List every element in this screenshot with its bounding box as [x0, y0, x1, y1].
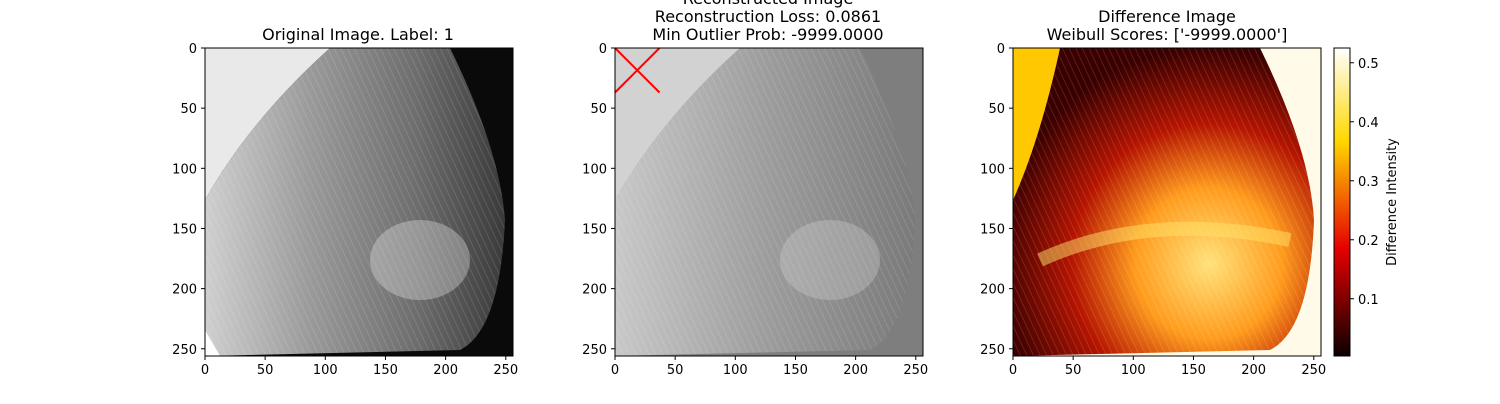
x-tick-label: 100	[1121, 363, 1146, 378]
y-tick-label: 200	[980, 283, 1005, 298]
title-line: Difference Image	[1098, 7, 1236, 26]
y-axis-ticks-2: 0 50 100 150 200 250	[582, 42, 615, 358]
y-tick-label: 50	[180, 102, 197, 117]
colorbar-tick-label: 0.2	[1358, 234, 1379, 249]
x-axis-ticks-1: 0 50 100 150 200 250	[201, 356, 518, 378]
original-image	[205, 48, 513, 356]
title-line: Reconstruction Loss: 0.0861	[655, 7, 881, 26]
y-tick-label: 150	[980, 222, 1005, 237]
title-line: Original Image. Label: 1	[262, 25, 454, 44]
marker-stroke	[614, 47, 661, 94]
y-tick-label: 0	[997, 42, 1005, 57]
title-line: Min Outlier Prob: -9999.0000	[652, 25, 883, 44]
colorbar-tick-label: 0.1	[1358, 293, 1379, 308]
x-tick-label: 250	[903, 363, 928, 378]
axes-frame	[1012, 47, 1322, 357]
y-tick-label: 250	[980, 343, 1005, 358]
panel-original: Original Image. Label: 1 0 50 100 150 200 250…	[172, 25, 518, 378]
y-tick-label: 50	[590, 102, 607, 117]
colorbar-gradient	[1333, 47, 1351, 357]
panel-2-title: Reconstructed Image Reconstruction Loss:…	[652, 0, 883, 44]
y-tick-label: 100	[582, 162, 607, 177]
x-axis-ticks-3: 0 50 100 150 200 250	[1009, 356, 1326, 378]
x-tick-label: 200	[1241, 363, 1266, 378]
y-tick-label: 150	[582, 222, 607, 237]
panel-reconstructed: Reconstructed Image Reconstruction Loss:…	[582, 0, 928, 378]
colorbar-tick-label: 0.4	[1358, 116, 1379, 131]
y-tick-label: 200	[172, 283, 197, 298]
colorbar-tick-label: 0.3	[1358, 175, 1379, 190]
panel-1-title: Original Image. Label: 1	[262, 25, 454, 44]
title-line: Weibull Scores: ['-9999.0000']	[1047, 25, 1288, 44]
panel-3-title: Difference Image Weibull Scores: ['-9999…	[1047, 7, 1288, 44]
x-tick-label: 0	[1009, 363, 1017, 378]
y-tick-label: 250	[582, 343, 607, 358]
colorbar-tick-label: 0.5	[1358, 57, 1379, 72]
y-tick-label: 250	[172, 343, 197, 358]
difference-image	[1013, 48, 1321, 356]
axes-frame	[614, 47, 924, 357]
title-line: Reconstructed Image	[683, 0, 854, 8]
y-tick-label: 0	[189, 42, 197, 57]
y-axis-ticks-3: 0 50 100 150 200 250	[980, 42, 1013, 358]
colorbar: 0.1 0.2 0.3 0.4 0.5 Difference Intensity	[1333, 47, 1400, 357]
y-tick-label: 0	[599, 42, 607, 57]
y-tick-label: 50	[988, 102, 1005, 117]
x-tick-label: 150	[783, 363, 808, 378]
x-axis-ticks-2: 0 50 100 150 200 250	[611, 356, 928, 378]
x-tick-label: 200	[433, 363, 458, 378]
y-tick-label: 200	[582, 283, 607, 298]
axes-frame	[204, 47, 514, 357]
y-tick-label: 100	[172, 162, 197, 177]
panel-difference: Difference Image Weibull Scores: ['-9999…	[980, 7, 1326, 378]
reconstructed-image	[615, 48, 923, 356]
x-tick-label: 100	[723, 363, 748, 378]
y-tick-label: 100	[980, 162, 1005, 177]
x-tick-label: 200	[843, 363, 868, 378]
x-tick-label: 150	[1181, 363, 1206, 378]
x-tick-label: 50	[1065, 363, 1082, 378]
x-tick-label: 250	[1301, 363, 1326, 378]
x-tick-label: 100	[313, 363, 338, 378]
x-tick-label: 150	[373, 363, 398, 378]
y-tick-label: 150	[172, 222, 197, 237]
outlier-marker	[614, 47, 661, 94]
x-tick-label: 50	[667, 363, 684, 378]
x-tick-label: 0	[611, 363, 619, 378]
colorbar-ticks: 0.1 0.2 0.3 0.4 0.5	[1350, 57, 1379, 308]
x-tick-label: 50	[257, 363, 274, 378]
x-tick-label: 250	[493, 363, 518, 378]
colorbar-label: Difference Intensity	[1385, 138, 1400, 266]
y-axis-ticks-1: 0 50 100 150 200 250	[172, 42, 205, 358]
x-tick-label: 0	[201, 363, 209, 378]
